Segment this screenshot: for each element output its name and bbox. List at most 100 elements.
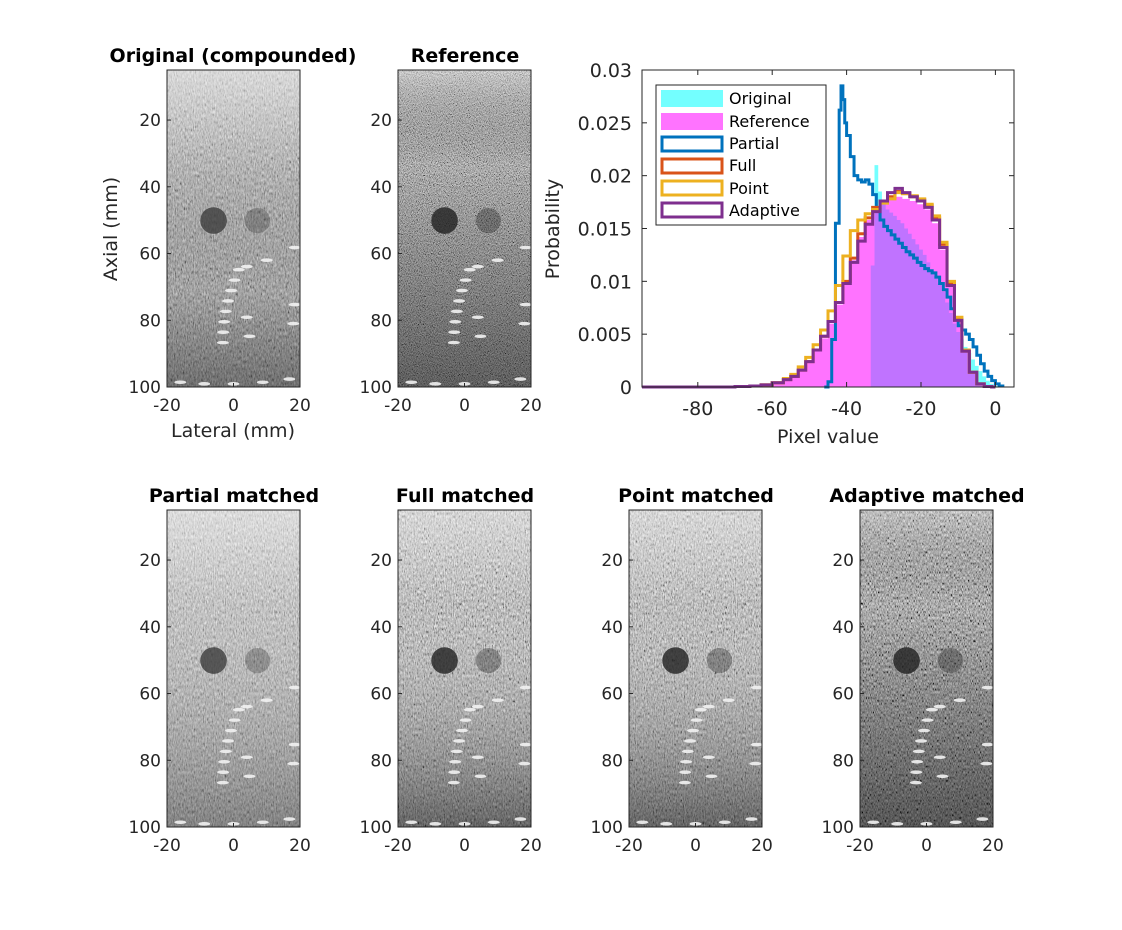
wire-target [912, 749, 925, 754]
wire-target [283, 377, 296, 381]
wire-target [518, 321, 531, 326]
wire-target [216, 780, 229, 785]
panel-original-compounded: Original (compounded) -20 0 2020406080100 … [100, 45, 356, 442]
wire-target [745, 817, 758, 821]
panel-title: Adaptive matched [829, 485, 1024, 507]
wire-target [519, 245, 532, 250]
ultrasound-image [167, 510, 301, 827]
cyst-lesion [893, 647, 920, 674]
panel-title: Reference [411, 45, 520, 67]
image-axes: -20 0 20 20 40 60 80 100 [822, 509, 1004, 856]
legend-swatch-adaptive [660, 201, 724, 219]
y-tick-label: 20 [139, 111, 161, 131]
x-axis-label: Pixel value [777, 426, 879, 448]
wire-target [981, 685, 994, 690]
panel-point-matched: Point matched -20 0 20 20 40 60 80 100 [591, 485, 774, 856]
wire-target [867, 820, 880, 825]
wire-target [453, 739, 466, 743]
y-tick-label: 20 [832, 551, 854, 571]
y-tick-label: 0.005 [578, 324, 632, 346]
panel-full-matched: Full matched -20 0 20 20 40 60 80 100 [360, 485, 542, 856]
wire-target [722, 698, 735, 702]
legend-label-full: Full [729, 156, 756, 175]
wire-target [718, 820, 731, 825]
wire-target [287, 321, 300, 326]
wire-target [459, 278, 472, 282]
cyst-lesion [475, 207, 502, 234]
wire-target [256, 380, 269, 385]
wire-target [936, 774, 949, 779]
panel-histogram: -80 -60 -40 -20 0 0 0.005 0.01 0.015 0.02 0.025 0.0… [542, 60, 1015, 448]
wire-target [448, 770, 461, 775]
y-tick-label: 60 [370, 245, 392, 265]
x-tick-label: -20 [615, 836, 643, 856]
x-tick-label: 0 [459, 836, 470, 856]
image-axes: -20 0 20 20 40 60 80 100 [360, 509, 542, 856]
cyst-lesion [244, 207, 271, 234]
wire-target [450, 749, 463, 754]
panel-title: Point matched [618, 485, 774, 507]
cyst-lesion [200, 647, 227, 674]
wire-target [448, 330, 461, 335]
legend-label-partial: Partial [729, 134, 779, 153]
panel-reference: Reference -20 0 20 20 40 60 80 100 [360, 45, 542, 416]
x-tick-label: -20 [153, 396, 181, 416]
ultrasound-image [860, 510, 994, 827]
y-tick-label: 60 [370, 685, 392, 705]
wire-target [474, 334, 487, 339]
wire-target [222, 299, 235, 303]
x-axis-label: Lateral (mm) [171, 420, 295, 442]
y-tick-label: 0 [620, 377, 632, 399]
series-reference [642, 196, 996, 387]
wire-target [925, 707, 938, 712]
wire-target [240, 264, 253, 269]
x-tick-label: -20 [384, 836, 412, 856]
legend-swatch-point [660, 179, 724, 197]
ultrasound-image [167, 70, 301, 387]
x-tick-label: -40 [831, 398, 862, 420]
y-tick-label: 40 [832, 618, 854, 638]
wire-target [217, 330, 230, 335]
y-axis-label: Axial (mm) [100, 177, 122, 281]
wire-target [749, 761, 762, 766]
wire-target [702, 755, 715, 760]
wire-target [288, 245, 301, 250]
legend-swatch-reference [661, 113, 723, 130]
y-tick-label: 40 [370, 618, 392, 638]
wire-target [953, 698, 966, 702]
cyst-lesion [431, 207, 458, 234]
wire-target [518, 761, 531, 766]
wire-target [288, 302, 301, 307]
wire-target [283, 817, 296, 821]
panel-title: Original (compounded) [110, 45, 357, 67]
cyst-lesion [475, 647, 502, 674]
legend-label-adaptive: Adaptive [729, 201, 800, 220]
y-tick-label: 0.02 [590, 166, 632, 188]
wire-target [976, 817, 989, 821]
wire-target [260, 698, 273, 702]
y-tick-label: 100 [129, 378, 161, 398]
legend-swatch-partial [660, 135, 724, 153]
wire-target [687, 728, 700, 733]
y-tick-label: 80 [832, 751, 854, 771]
wire-target [216, 340, 229, 345]
y-tick-label: 0.03 [590, 60, 632, 82]
x-tick-label: 20 [520, 396, 542, 416]
wire-target [911, 759, 924, 764]
wire-target [459, 718, 472, 722]
wire-target [690, 718, 703, 722]
depth-shading [167, 70, 300, 387]
image-axes: -20 0 20 20 40 60 80 100 [129, 509, 311, 856]
wire-target [891, 822, 904, 826]
wire-target [449, 319, 462, 324]
x-tick-label: 20 [520, 836, 542, 856]
cyst-lesion [706, 647, 733, 674]
depth-shading [167, 510, 300, 827]
wire-target [449, 759, 462, 764]
x-tick-label: 20 [751, 836, 773, 856]
wire-target [514, 377, 527, 381]
x-tick-label: -60 [757, 398, 788, 420]
y-tick-label: 20 [139, 551, 161, 571]
ultrasound-image [398, 510, 532, 827]
wire-target [218, 759, 231, 764]
